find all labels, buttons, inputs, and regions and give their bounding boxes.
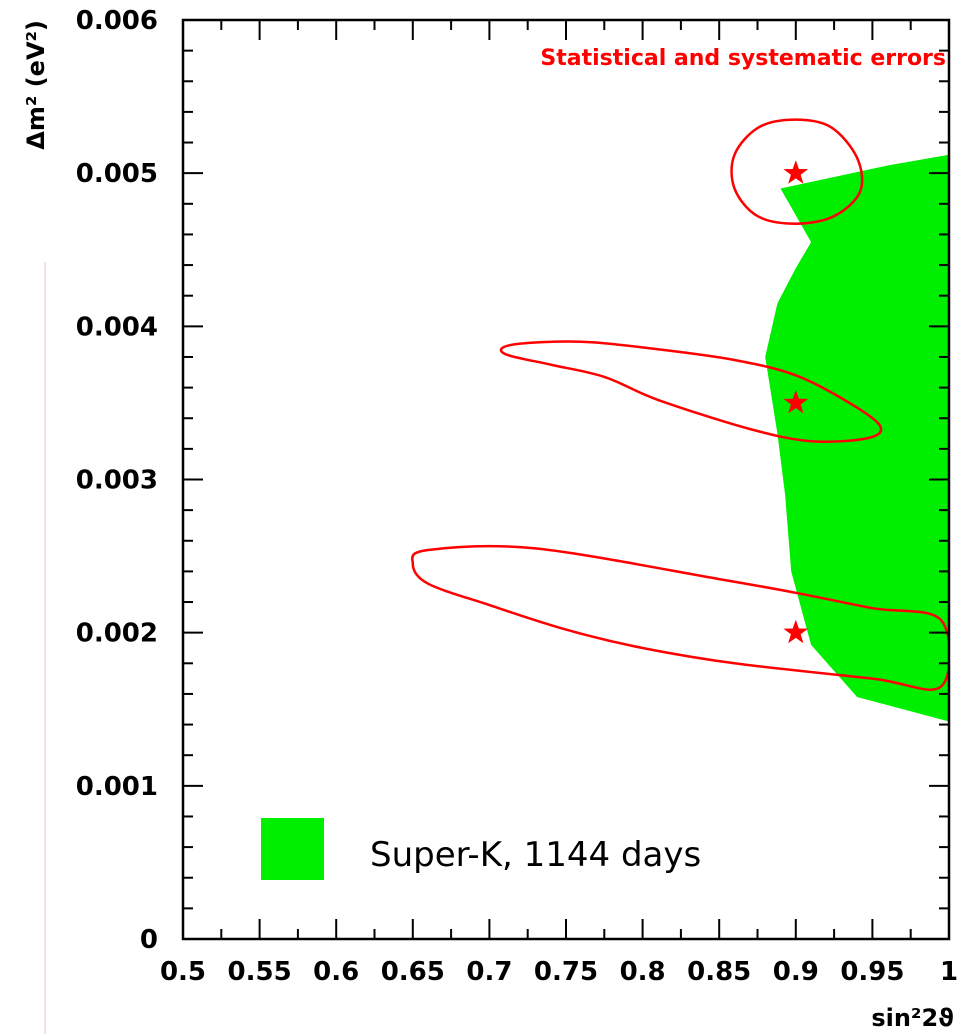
y-tick-label: 0 (140, 925, 158, 955)
x-tick-label: 0.5 (160, 957, 206, 987)
legend-label-super-k: Super-K, 1144 days (370, 835, 701, 875)
y-tick-label: 0.003 (76, 466, 158, 496)
error-contour-2 (499, 340, 883, 443)
x-tick-label: 0.55 (228, 957, 292, 987)
y-tick-label: 0.006 (76, 6, 158, 36)
x-tick-label: 0.8 (620, 957, 666, 987)
best-fit-star-2 (783, 389, 809, 414)
y-tick-label: 0.004 (76, 312, 158, 342)
x-tick-labels: 0.5 0.55 0.6 0.65 0.7 0.75 0.8 0.85 0.9 0.95 1 (160, 957, 958, 987)
error-contour-1 (730, 118, 864, 225)
best-fit-marker-layer (783, 160, 809, 644)
super-k-allowed-region (765, 154, 949, 722)
axis-ticks (182, 19, 950, 940)
x-tick-label: 0.65 (381, 957, 445, 987)
error-contour-3 (411, 544, 949, 691)
y-tick-labels: 0 0.001 0.002 0.003 0.004 0.005 0.006 (76, 6, 158, 955)
best-fit-star-3 (783, 619, 809, 644)
chart-title: Statistical and systematic errors (540, 46, 946, 71)
x-tick-label: 0.75 (534, 957, 598, 987)
error-contour-layer (411, 118, 949, 691)
x-tick-label: 0.95 (840, 957, 904, 987)
y-tick-label: 0.001 (76, 772, 158, 802)
best-fit-star-1 (783, 160, 809, 184)
x-tick-label: 0.85 (687, 957, 751, 987)
super-k-allowed-region-layer (765, 154, 949, 722)
x-tick-label: 1 (940, 957, 958, 987)
y-tick-label: 0.002 (76, 619, 158, 649)
y-tick-label: 0.005 (76, 159, 158, 189)
legend-swatch-super-k (261, 818, 324, 880)
x-tick-label: 0.6 (313, 957, 359, 987)
x-tick-label: 0.7 (466, 957, 512, 987)
legend: Super-K, 1144 days (261, 818, 701, 880)
y-axis-title: Δm² (eV²) (22, 20, 50, 150)
x-axis-title: sin²2ϑ (871, 1004, 954, 1032)
x-tick-label: 0.9 (773, 957, 819, 987)
